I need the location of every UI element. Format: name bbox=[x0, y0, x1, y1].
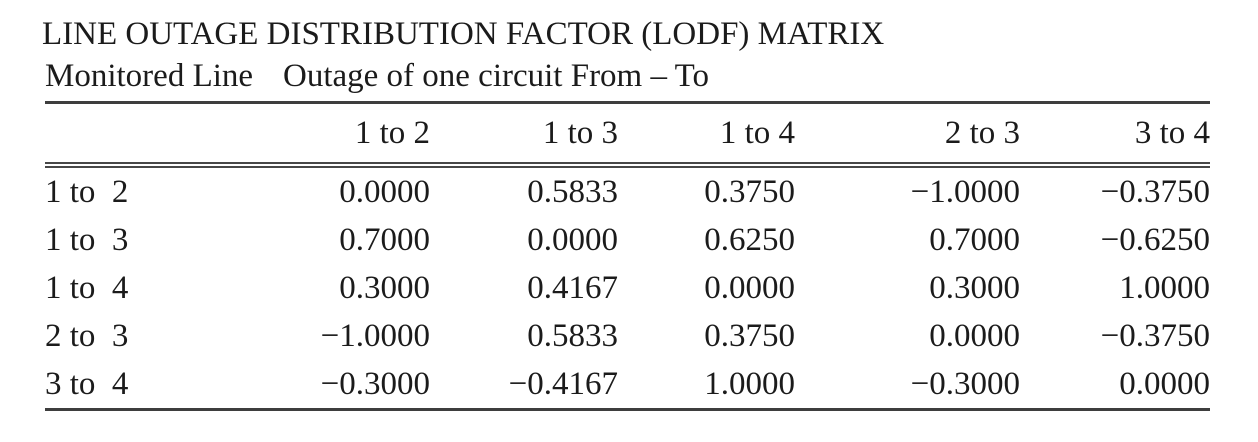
table-row: 1 to 3 0.7000 0.0000 0.6250 0.7000 −0.62… bbox=[45, 216, 1210, 264]
column-header-2to3: 2 to 3 bbox=[795, 102, 1020, 168]
column-header-1to4: 1 to 4 bbox=[618, 102, 795, 168]
lodf-value: 0.3750 bbox=[704, 318, 795, 354]
lodf-value: 0.5833 bbox=[527, 174, 618, 210]
lodf-value: −0.6250 bbox=[1100, 222, 1211, 258]
column-header-row: 1 to 2 1 to 3 1 to 4 2 to 3 3 to 4 bbox=[45, 102, 1211, 168]
lodf-value: 1.0000 bbox=[618, 360, 795, 411]
lodf-value: 0.5833 bbox=[527, 318, 618, 354]
lodf-value: 0.0000 bbox=[339, 174, 430, 210]
lodf-value: 0.7000 bbox=[929, 222, 1020, 258]
lodf-value: 0.6250 bbox=[704, 222, 795, 258]
outage-group-header: Outage of one circuit From – To bbox=[242, 54, 1211, 104]
lodf-value: 0.0000 bbox=[1020, 360, 1211, 411]
lodf-value: 0.3750 bbox=[704, 174, 795, 210]
column-header-1to2: 1 to 2 bbox=[242, 102, 430, 168]
lodf-value: −1.0000 bbox=[910, 174, 1020, 210]
table-title: LINE OUTAGE DISTRIBUTION FACTOR (LODF) M… bbox=[42, 16, 885, 52]
lodf-value: 0.0000 bbox=[704, 270, 795, 306]
lodf-value: −1.0000 bbox=[320, 318, 430, 354]
row-label: 3 to 4 bbox=[45, 360, 242, 411]
table-row: 2 to 3 −1.0000 0.5833 0.3750 0.0000 −0.3… bbox=[45, 312, 1210, 360]
lodf-value: 1.0000 bbox=[1119, 270, 1211, 306]
lodf-value: −0.3750 bbox=[1100, 318, 1211, 354]
lodf-value: 0.0000 bbox=[929, 318, 1020, 354]
lodf-value: −0.4167 bbox=[430, 360, 618, 411]
row-label: 1 to 4 bbox=[45, 270, 129, 306]
group-header-row: Monitored Line Outage of one circuit Fro… bbox=[45, 54, 1211, 104]
table-row: 1 to 2 0.0000 0.5833 0.3750 −1.0000 −0.3… bbox=[45, 165, 1210, 216]
empty-corner-cell bbox=[45, 102, 242, 168]
monitored-line-header: Monitored Line bbox=[45, 54, 253, 104]
lodf-value: −0.3000 bbox=[242, 360, 430, 411]
lodf-value: 0.3000 bbox=[929, 270, 1020, 306]
lodf-matrix-table: Monitored Line Outage of one circuit Fro… bbox=[45, 54, 1211, 411]
row-label: 1 to 2 bbox=[45, 174, 129, 210]
lodf-value: 0.0000 bbox=[527, 222, 618, 258]
table-row: 3 to 4 −0.3000 −0.4167 1.0000 −0.3000 0.… bbox=[45, 360, 1211, 411]
lodf-value: 0.7000 bbox=[339, 222, 430, 258]
row-label: 2 to 3 bbox=[45, 318, 129, 354]
table-row: 1 to 4 0.3000 0.4167 0.0000 0.3000 1.000… bbox=[45, 264, 1210, 312]
column-header-1to3: 1 to 3 bbox=[430, 102, 618, 168]
lodf-value: −0.3000 bbox=[795, 360, 1020, 411]
lodf-value: −0.3750 bbox=[1100, 174, 1211, 210]
lodf-value: 0.3000 bbox=[339, 270, 430, 306]
lodf-value: 0.4167 bbox=[527, 270, 618, 306]
column-header-3to4: 3 to 4 bbox=[1020, 102, 1211, 168]
row-label: 1 to 3 bbox=[45, 222, 129, 258]
